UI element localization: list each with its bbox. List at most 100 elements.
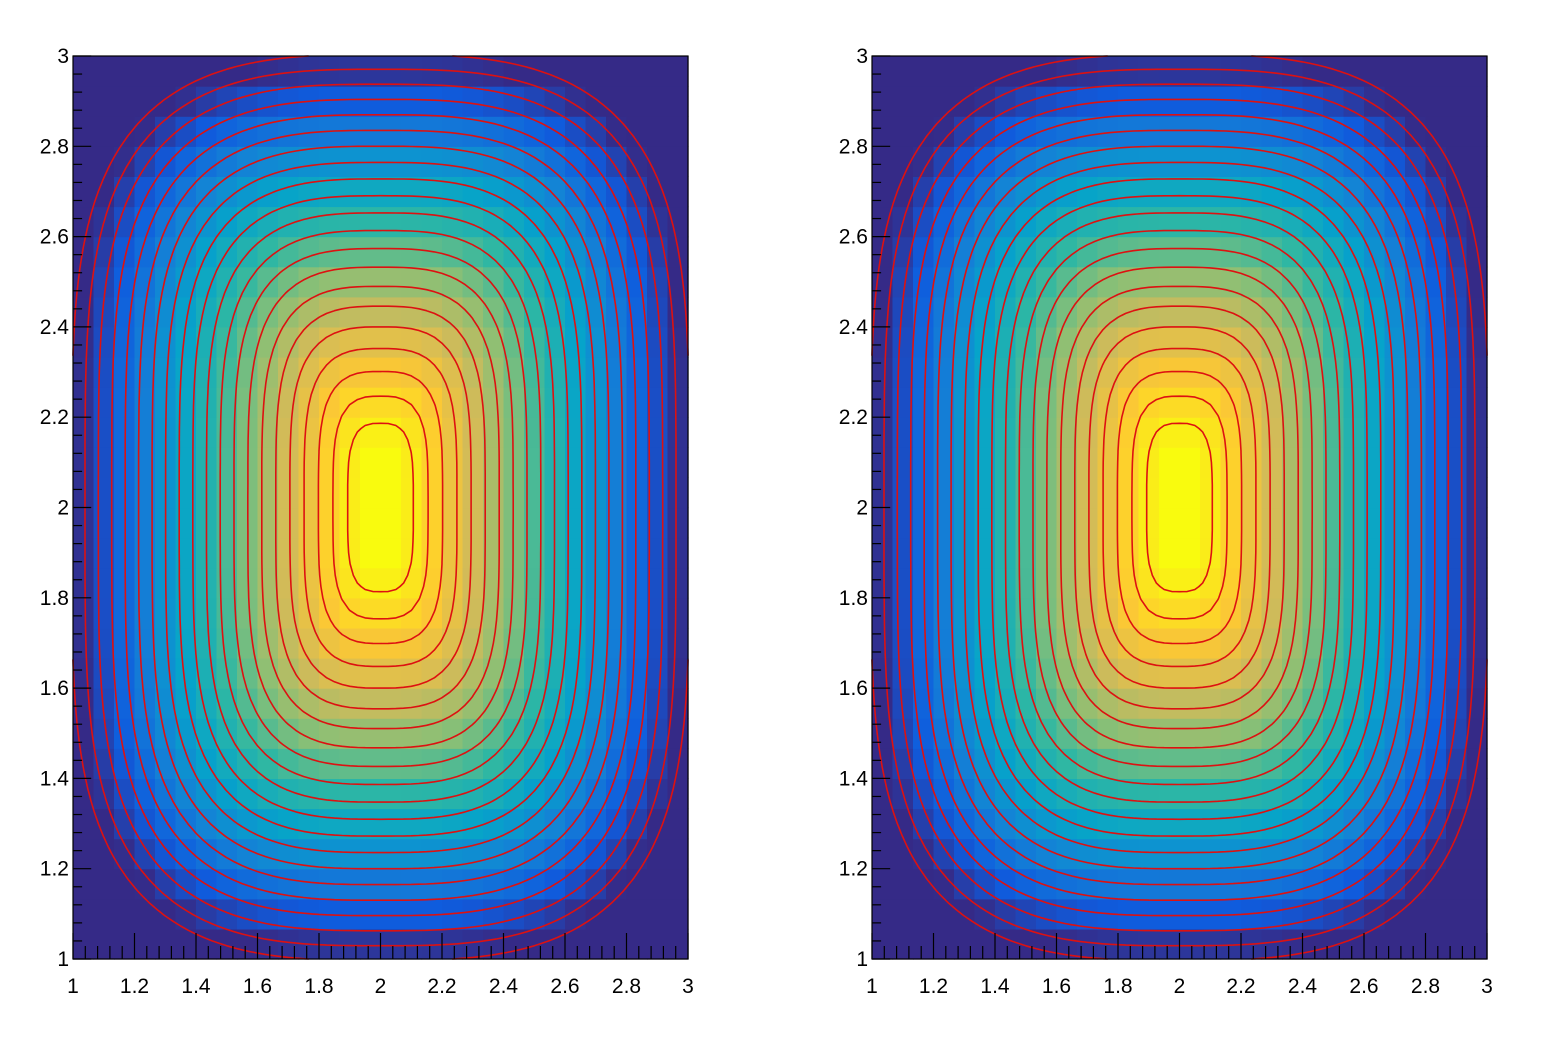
heatmap-cell — [1159, 266, 1181, 298]
heatmap-cell — [1384, 56, 1406, 87]
heatmap-cell — [933, 116, 955, 147]
heatmap-cell — [626, 537, 648, 569]
heatmap-cell — [1118, 928, 1140, 960]
heatmap-cell — [954, 658, 976, 689]
heatmap-cell — [462, 567, 484, 599]
heatmap-cell — [872, 116, 894, 147]
heatmap-cell — [524, 176, 546, 208]
heatmap-cell — [360, 417, 382, 448]
heatmap-cell — [954, 808, 976, 840]
contour-line — [977, 178, 1382, 837]
heatmap-cell — [913, 56, 935, 87]
y-tick-label: 1 — [57, 948, 69, 971]
heatmap-cell — [1200, 206, 1222, 238]
heatmap-cell — [1118, 838, 1140, 870]
heatmap-cell — [298, 447, 320, 478]
heatmap-cell — [175, 838, 197, 870]
heatmap-cell — [298, 236, 320, 268]
heatmap-cell — [626, 387, 648, 418]
heatmap-cell — [298, 266, 320, 298]
heatmap-cell — [954, 266, 976, 298]
heatmap-cell — [1466, 146, 1488, 177]
heatmap-cell — [1384, 206, 1406, 238]
heatmap-cell — [626, 116, 648, 147]
heatmap-cell — [974, 56, 996, 87]
heatmap-cell — [606, 206, 628, 238]
heatmap-cell — [1241, 718, 1263, 749]
heatmap-cell — [278, 447, 300, 478]
heatmap-cell — [319, 597, 341, 629]
heatmap-cell — [524, 898, 546, 930]
heatmap-cell — [401, 838, 423, 870]
heatmap-cell — [626, 447, 648, 478]
heatmap-cell — [1138, 236, 1160, 268]
heatmap-cell — [1405, 116, 1427, 147]
heatmap-cell — [93, 808, 115, 840]
heatmap-cell — [1466, 898, 1488, 930]
heatmap-cell — [606, 627, 628, 659]
heatmap-cell — [1466, 868, 1488, 900]
heatmap-cell — [360, 748, 382, 779]
heatmap-cell — [1343, 688, 1365, 719]
heatmap-cell — [360, 116, 382, 147]
heatmap-cell — [667, 658, 689, 689]
heatmap-cell — [1425, 116, 1447, 147]
heatmap-cell — [585, 567, 607, 599]
heatmap-cell — [667, 808, 689, 840]
heatmap-cell — [257, 206, 279, 238]
heatmap-cell — [1282, 507, 1304, 539]
heatmap-cell — [1241, 567, 1263, 599]
heatmap-cell — [462, 357, 484, 388]
heatmap-cell — [1097, 868, 1119, 900]
heatmap-cell — [134, 658, 156, 689]
heatmap-cell — [1077, 537, 1099, 569]
heatmap-cell — [1282, 146, 1304, 177]
heatmap-cell — [1077, 266, 1099, 298]
heatmap-cell — [216, 86, 238, 117]
heatmap-cell — [442, 658, 464, 689]
heatmap-cell — [503, 658, 525, 689]
heatmap-cell — [892, 296, 914, 328]
heatmap-cell — [667, 868, 689, 900]
heatmap-cell — [155, 928, 177, 960]
heatmap-cell — [462, 477, 484, 509]
heatmap-cell — [134, 838, 156, 870]
heatmap-cell — [1343, 266, 1365, 298]
heatmap-cell — [995, 718, 1017, 749]
contour-line — [1145, 422, 1214, 593]
heatmap-cell — [196, 296, 218, 328]
heatmap-cell — [462, 778, 484, 810]
heatmap-cell — [667, 116, 689, 147]
heatmap-cell — [483, 838, 505, 870]
heatmap-cell — [503, 688, 525, 719]
heatmap-cell — [339, 447, 361, 478]
heatmap-cell — [544, 808, 566, 840]
heatmap-cell — [933, 176, 955, 208]
heatmap-cell — [933, 868, 955, 900]
heatmap-cell — [216, 627, 238, 659]
heatmap-cell — [585, 86, 607, 117]
heatmap-cell — [421, 387, 443, 418]
heatmap-cell — [1200, 718, 1222, 749]
heatmap-cell — [933, 477, 955, 509]
heatmap-cell — [1364, 808, 1386, 840]
heatmap-cell — [339, 176, 361, 208]
heatmap-cell — [1261, 718, 1283, 749]
heatmap-cell — [647, 838, 669, 870]
heatmap-cell — [565, 477, 587, 509]
heatmap-cell — [954, 928, 976, 960]
heatmap-cell — [421, 537, 443, 569]
heatmap-cell — [298, 868, 320, 900]
y-tick-label: 1 — [856, 948, 868, 971]
heatmap-cell — [524, 808, 546, 840]
heatmap-cell — [585, 597, 607, 629]
heatmap-cell — [155, 898, 177, 930]
contour-line — [950, 145, 1409, 870]
heatmap-cell — [1220, 507, 1242, 539]
heatmap-cell — [237, 296, 259, 328]
heatmap-cell — [503, 537, 525, 569]
heatmap-cell — [647, 116, 669, 147]
heatmap-cell — [1425, 357, 1447, 388]
heatmap-cell — [319, 326, 341, 358]
heatmap-cell — [319, 146, 341, 177]
